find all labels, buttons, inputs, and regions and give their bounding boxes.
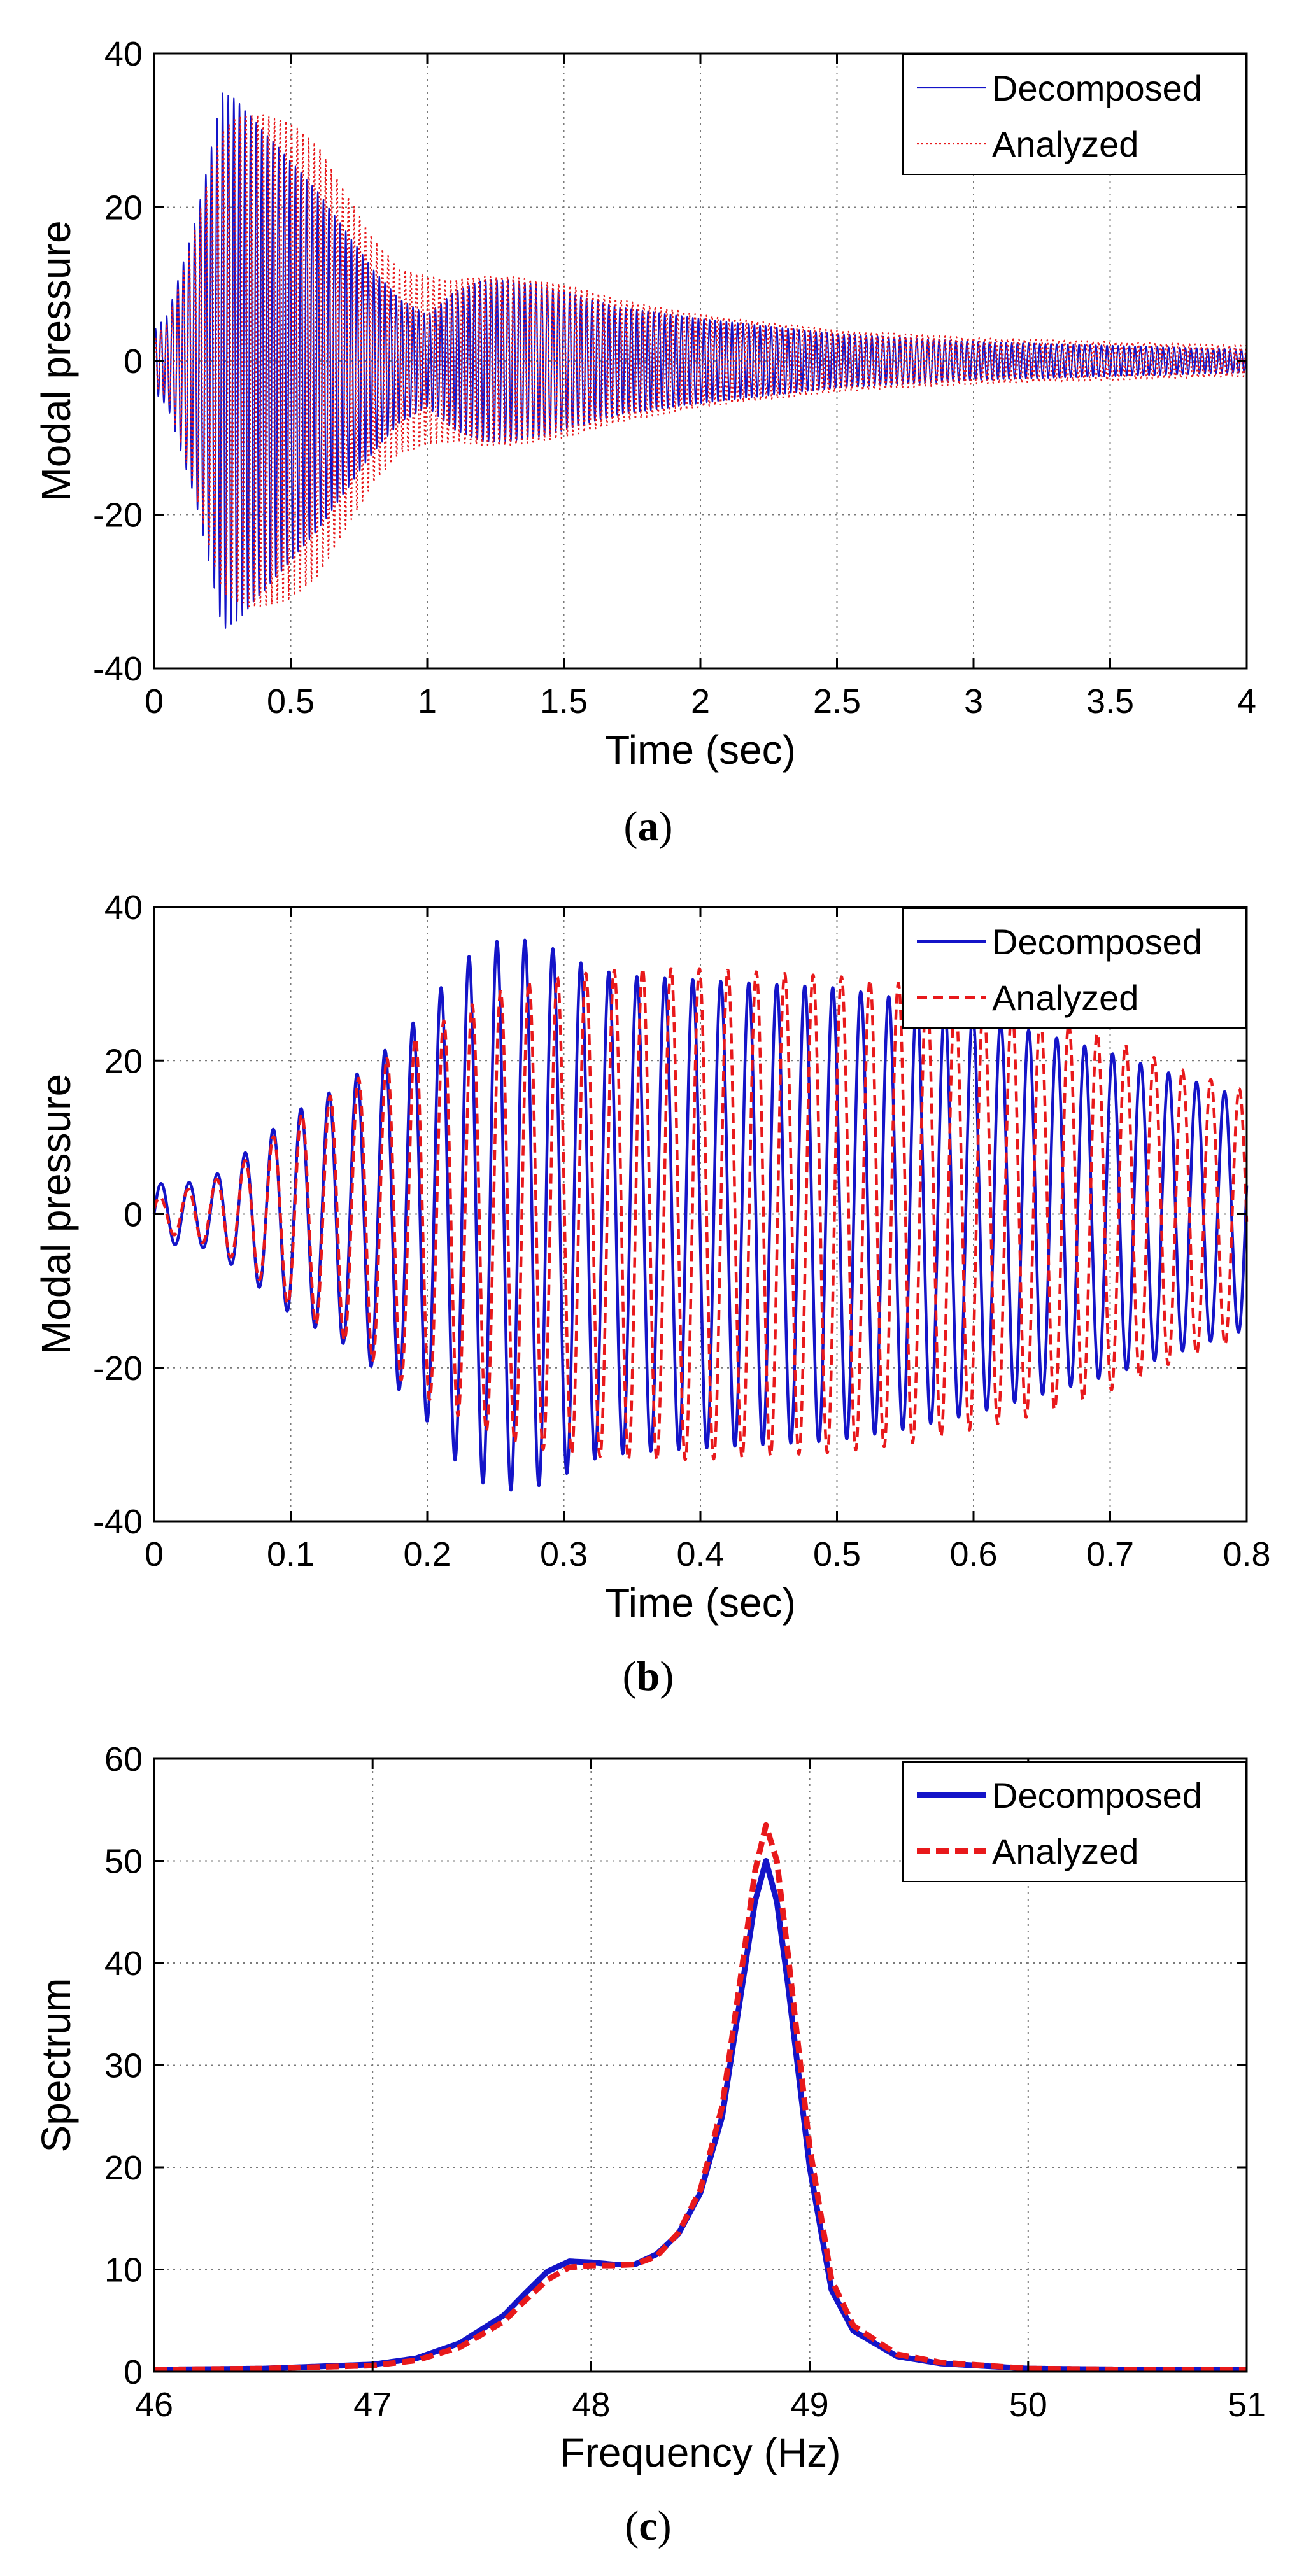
x-tick-label: 0.2: [403, 1535, 451, 1573]
y-tick-label: 40: [104, 1945, 143, 1983]
caption-open: (: [623, 1653, 637, 1700]
y-axis-label: Modal pressure: [33, 1074, 79, 1355]
x-tick-label: 49: [791, 2386, 829, 2424]
panel-caption: (b): [623, 1653, 674, 1700]
x-tick-label: 46: [135, 2386, 173, 2424]
y-tick-label: 20: [104, 1042, 143, 1080]
x-tick-label: 3.5: [1086, 682, 1134, 721]
legend: Decomposed Analyzed: [902, 908, 1246, 1029]
legend-box: [902, 1761, 1246, 1882]
legend-box: [902, 908, 1246, 1029]
x-tick-label: 0.7: [1086, 1535, 1134, 1573]
x-tick-label: 0.5: [813, 1535, 861, 1573]
series-line-decomposed: [153, 92, 1248, 629]
x-tick-label: 47: [353, 2386, 392, 2424]
y-tick-label: 30: [104, 2047, 143, 2085]
legend-label-decomposed: Decomposed: [992, 922, 1202, 962]
x-tick-label: 0: [145, 682, 164, 721]
x-axis-label: Time (sec): [605, 1580, 796, 1626]
x-tick-label: 0.8: [1223, 1535, 1270, 1573]
x-tick-label: 0.5: [267, 682, 315, 721]
caption-open: (: [624, 803, 638, 850]
chart-panel-c: 46 47 48 49 50 51 0 10 20 30 40 50 60 Frequency (Hz) S…: [33, 1740, 1266, 2549]
legend-label-analyzed: Analyzed: [992, 978, 1138, 1018]
x-tick-label: 2: [691, 682, 710, 721]
y-tick-label: -40: [93, 1503, 143, 1541]
caption-close: ): [658, 2503, 672, 2549]
chart-panel-a: 0 0.5 1 1.5 2 2.5 3 3.5 4 -40 -20 0 20 40 Time (sec) Mo…: [33, 35, 1256, 850]
legend: Decomposed Analyzed: [902, 54, 1246, 175]
panel-caption: (c): [625, 2503, 671, 2549]
x-axis-label: Time (sec): [605, 727, 796, 773]
legend-label-analyzed: Analyzed: [992, 1831, 1138, 1871]
legend: Decomposed Analyzed: [902, 1761, 1246, 1882]
x-tick-label: 0.6: [949, 1535, 997, 1573]
y-axis-label: Spectrum: [33, 1978, 79, 2153]
y-tick-label: 40: [104, 35, 143, 73]
x-tick-label: 0.1: [267, 1535, 315, 1573]
y-tick-label: 60: [104, 1740, 143, 1778]
y-tick-label: 0: [124, 2353, 143, 2391]
y-tick-label: 40: [104, 889, 143, 927]
x-tick-label: 0: [145, 1535, 164, 1573]
y-tick-label: -20: [93, 496, 143, 535]
x-tick-label: 50: [1009, 2386, 1047, 2424]
y-tick-label: -20: [93, 1349, 143, 1388]
panel-caption: (a): [624, 803, 673, 850]
caption-letter: b: [637, 1653, 660, 1700]
series-line-analyzed: [152, 967, 1249, 1461]
x-axis-label: Frequency (Hz): [560, 2430, 841, 2475]
series-line-analyzed: [153, 1822, 1248, 2373]
caption-open: (: [625, 2503, 639, 2549]
series-line-analyzed: [153, 114, 1248, 608]
y-tick-label: -40: [93, 650, 143, 688]
x-tick-label: 4: [1237, 682, 1256, 721]
y-tick-label: 0: [124, 342, 143, 381]
caption-letter: a: [638, 803, 659, 850]
legend-label-analyzed: Analyzed: [992, 124, 1138, 164]
y-tick-label: 20: [104, 2149, 143, 2187]
caption-close: ): [659, 803, 673, 850]
y-axis-label: Modal pressure: [33, 220, 79, 501]
y-tick-label: 50: [104, 1843, 143, 1881]
y-tick-label: 0: [124, 1196, 143, 1234]
x-tick-label: 1: [418, 682, 437, 721]
caption-close: ): [660, 1653, 674, 1700]
x-tick-label: 2.5: [813, 682, 861, 721]
legend-label-decomposed: Decomposed: [992, 68, 1202, 108]
chart-panel-b: 0 0.1 0.2 0.3 0.4 0.5 0.6 0.7 0.8 -40 -20 0 20 40 Time…: [33, 889, 1271, 1700]
y-tick-label: 10: [104, 2251, 143, 2290]
x-tick-label: 51: [1228, 2386, 1266, 2424]
x-tick-label: 3: [964, 682, 983, 721]
x-tick-label: 48: [572, 2386, 610, 2424]
x-tick-label: 1.5: [540, 682, 588, 721]
legend-box: [902, 54, 1246, 175]
caption-letter: c: [639, 2503, 657, 2549]
y-tick-label: 20: [104, 189, 143, 227]
x-tick-label: 0.4: [676, 1535, 724, 1573]
legend-label-decomposed: Decomposed: [992, 1775, 1202, 1815]
x-tick-label: 0.3: [540, 1535, 588, 1573]
